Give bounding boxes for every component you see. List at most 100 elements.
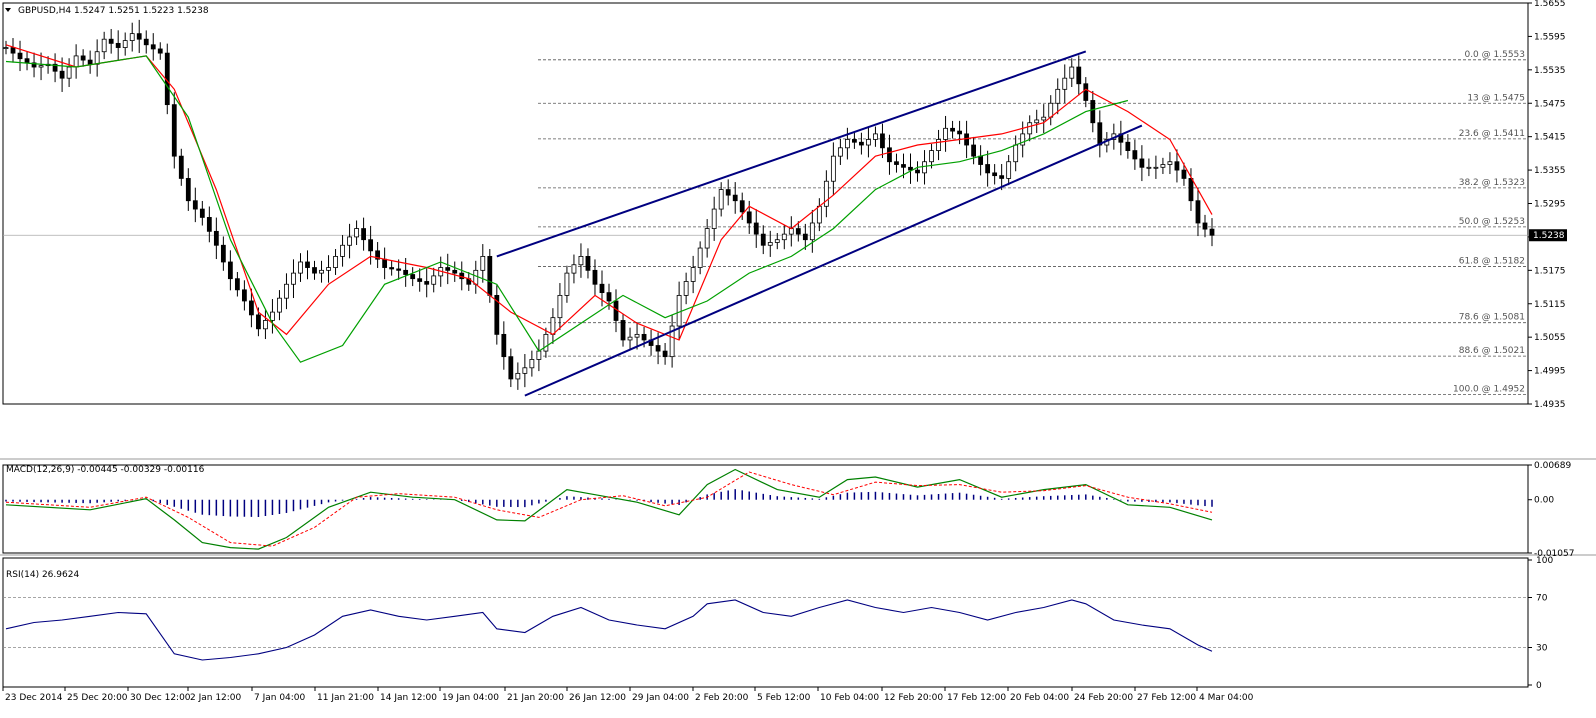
candle-body [1027,122,1033,135]
candle-body [473,269,479,285]
candle-body [634,333,640,338]
candle-body [143,38,149,46]
candle-body [1132,150,1138,160]
candle-body [557,294,563,319]
candle-body [452,269,458,274]
candle-body [227,261,233,280]
candle-body [844,139,850,149]
panel-frame-main [2,2,1529,405]
candle-body [277,297,282,313]
candle-body [340,244,345,257]
candle-body [901,164,906,168]
candle-body [3,47,9,49]
candle-body [894,161,899,165]
fib-level-label: 50.0 @ 1.5253 [1459,217,1525,227]
candle-body [94,51,100,65]
fib-level-label: 38.2 @ 1.5323 [1459,178,1525,188]
candle-body [866,139,871,146]
y-tick-label: 1.5475 [1534,99,1566,109]
candle-body [382,258,388,268]
candle-body [795,228,801,235]
candle-body [396,268,402,271]
candle-body [1174,161,1180,171]
candle-body [1013,144,1019,163]
fib-level-label: 13 @ 1.5475 [1467,93,1525,103]
candle-body [291,272,296,285]
candle-body [985,164,991,174]
moving-average-line [5,55,1129,363]
candle-body [592,269,598,285]
y-tick-label: 1.5415 [1534,133,1566,143]
candle-body [213,230,219,246]
x-tick-label: 27 Feb 12:00 [1137,693,1196,703]
candle-body [697,247,703,268]
candle-body [929,150,934,163]
fib-level-label: 100.0 @ 1.4952 [1453,385,1525,395]
candle-body [1153,166,1159,169]
candle-body [410,274,416,280]
candle-body [80,55,86,61]
candle-body [641,333,647,341]
candle-body [704,228,710,249]
candle-body [529,359,535,369]
candle-body [739,200,745,213]
candle-body [578,256,584,266]
x-tick-label: 19 Jan 04:00 [442,693,499,703]
x-tick-label: 2 Jan 12:00 [190,693,242,703]
macd-title: MACD(12,26,9) -0.00445 -0.00329 -0.00116 [6,465,205,475]
candle-body [1048,102,1054,118]
macd-y-tick-label: 0.00 [1534,496,1554,506]
candle-body [298,261,303,274]
candle-body [108,38,114,44]
candle-body [1146,166,1152,169]
candle-body [241,289,247,302]
candle-body [403,269,409,275]
candle-body [487,256,493,296]
candle-body [753,222,759,235]
candle-body [270,311,275,321]
x-tick-label: 29 Jan 04:00 [632,693,689,703]
candle-body [599,283,605,294]
candle-body [319,269,324,274]
candle-body [1167,161,1173,165]
x-tick-label: 20 Feb 04:00 [1010,693,1069,703]
candle-body [683,281,689,296]
x-tick-label: 11 Jan 21:00 [317,693,374,703]
candle-body [957,130,962,135]
candle-body [368,239,374,252]
candle-body [1041,116,1047,121]
candle-body [424,281,430,285]
candle-body [1209,228,1215,236]
candle-body [157,48,163,54]
candle-body [943,127,948,140]
candle-body [550,317,556,335]
candle-body [788,228,794,235]
current-price-label: 1.5238 [1533,231,1565,241]
chart-title: GBPUSD,H4 1.5247 1.5251 1.5223 1.5238 [18,6,209,16]
candle-body [52,63,58,72]
candle-body [880,133,885,149]
x-tick-label: 21 Jan 20:00 [507,693,564,703]
candle-body [802,233,808,241]
y-tick-label: 1.4995 [1534,367,1566,377]
chart-menu-arrow-icon[interactable] [5,8,11,12]
candle-body [627,336,633,341]
candle-body [767,242,773,246]
candle-body [543,333,549,352]
trend-channel-line [496,50,1087,258]
macd-y-tick-label: 0.00689 [1534,461,1571,471]
candle-body [305,261,310,268]
candle-body [655,345,661,352]
candle-body [361,228,366,241]
candle-body [992,172,998,177]
candle-body [887,147,892,163]
candle-body [10,47,16,54]
candle-body [375,250,381,260]
candle-body [781,233,787,241]
candle-body [978,155,984,165]
candle-body [66,66,72,79]
x-tick-label: 7 Jan 04:00 [254,693,306,703]
candle-body [263,320,268,330]
x-tick-label: 25 Dec 20:00 [67,693,128,703]
panel-frame-rsi [2,557,1529,688]
